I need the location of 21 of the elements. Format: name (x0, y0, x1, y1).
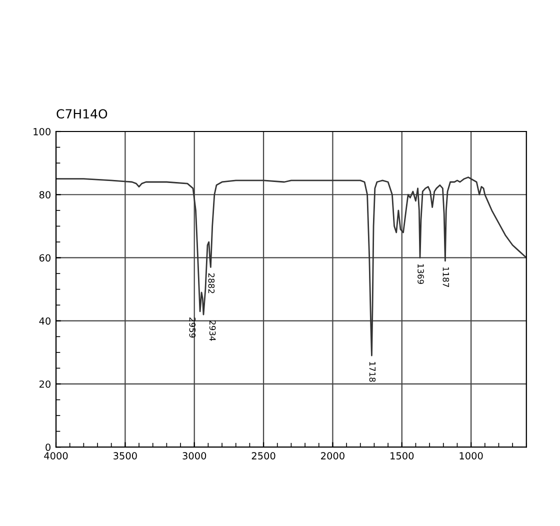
annotation: 1718 (369, 362, 376, 382)
y-tick-label: 60 (39, 254, 50, 262)
y-tick-label: 40 (39, 317, 50, 325)
y-tick-label: 100 (34, 128, 50, 136)
y-tick-label: 80 (39, 191, 50, 198)
x-tick-label: 2500 (252, 452, 276, 460)
x-tick-label: 3500 (114, 452, 137, 460)
chart-title: C7H14O (56, 109, 108, 119)
line-series (56, 176, 526, 356)
x-tick-label: 2000 (321, 452, 344, 460)
annotation: 2934 (209, 320, 216, 341)
annotation: 1187 (442, 267, 450, 287)
annotation: 2882 (208, 273, 215, 294)
x-tick-label: 1500 (390, 452, 414, 460)
annotation: 1369 (418, 264, 424, 284)
x-tick-label: 1000 (460, 452, 483, 460)
x-tick-label: 3000 (182, 452, 206, 460)
y-tick-label: 20 (39, 380, 50, 388)
x-tick-label: 4000 (44, 452, 68, 460)
y-tick-label: 0 (46, 444, 50, 451)
annotation: 2959 (189, 318, 196, 338)
